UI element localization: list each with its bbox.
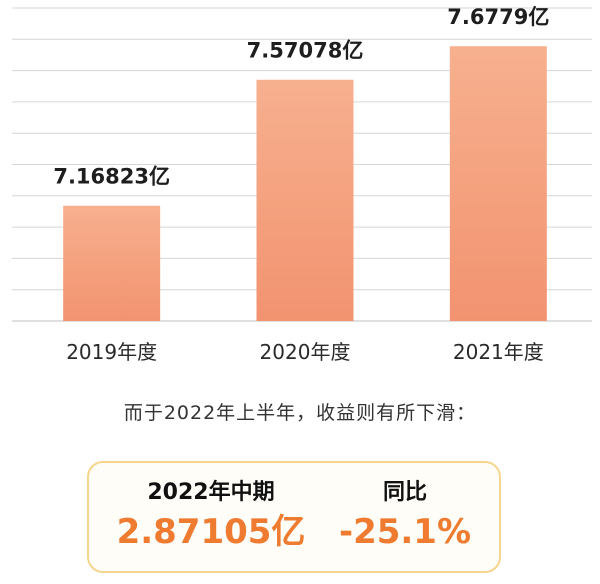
yoy-column: 同比 -25.1% xyxy=(315,479,495,555)
revenue-bar-chart: 7.16823亿 7.57078亿 7.6779亿 2019年度 2020年度 2021… xyxy=(12,5,592,364)
bar-2021年度 xyxy=(449,46,547,322)
x-tick-label: 2019年度 xyxy=(66,340,157,364)
bar-2019年度 xyxy=(63,205,161,321)
data-label: 7.6779亿 xyxy=(447,5,549,29)
data-label: 7.16823亿 xyxy=(53,165,170,189)
data-labels: 7.16823亿 7.57078亿 7.6779亿 xyxy=(53,5,549,189)
data-label: 7.57078亿 xyxy=(247,39,364,63)
yoy-value: -25.1% xyxy=(338,512,472,552)
period-label: 2022年中期 xyxy=(147,480,275,505)
bar-2020年度 xyxy=(256,79,354,322)
bars xyxy=(63,46,547,322)
period-column: 2022年中期 2.87105亿 xyxy=(111,479,311,555)
decline-note: 而于2022年上半年，收益则有所下滑： xyxy=(123,402,477,424)
x-tick-labels: 2019年度 2020年度 2021年度 xyxy=(66,340,544,364)
x-tick-label: 2021年度 xyxy=(453,340,544,364)
x-tick-label: 2020年度 xyxy=(260,340,351,364)
yoy-label: 同比 xyxy=(382,480,427,505)
h1-2022-summary-box: 2022年中期 2.87105亿 同比 -25.1% xyxy=(87,461,501,573)
period-value: 2.87105亿 xyxy=(116,512,306,552)
